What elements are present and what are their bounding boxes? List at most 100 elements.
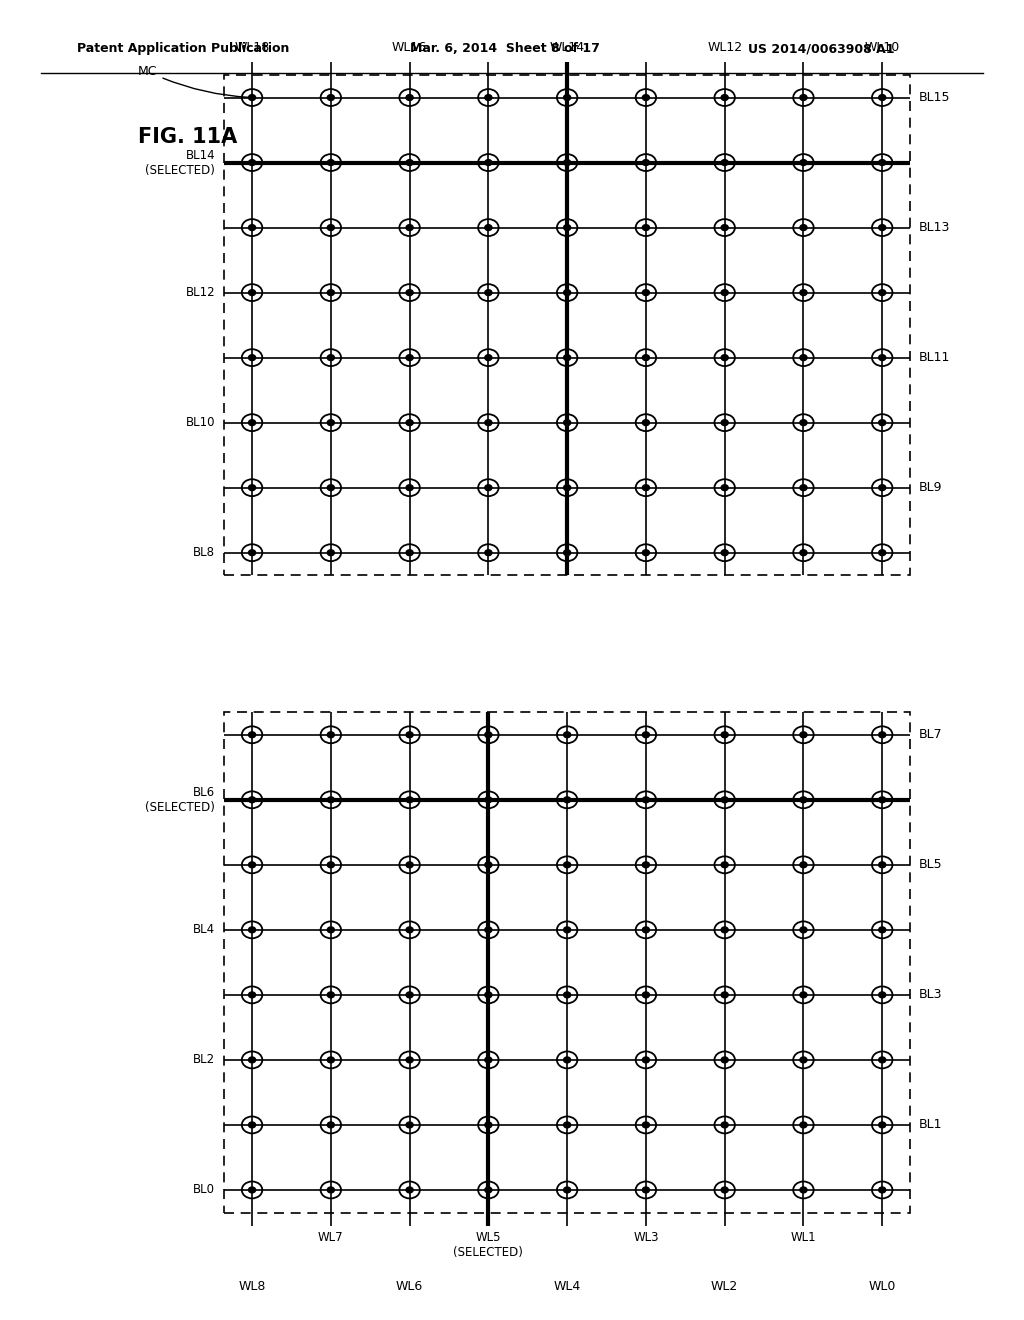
Circle shape [879,1187,886,1193]
Text: BL5: BL5 [920,858,943,871]
Circle shape [879,289,886,296]
Circle shape [563,731,570,738]
Circle shape [328,550,335,556]
Circle shape [800,797,807,803]
Text: WL1: WL1 [791,1232,816,1243]
Text: BL1: BL1 [920,1118,943,1131]
Circle shape [721,420,728,425]
Circle shape [407,289,413,296]
Circle shape [642,1122,649,1127]
Circle shape [879,160,886,165]
Circle shape [721,1187,728,1193]
Text: BL8: BL8 [194,546,215,560]
Circle shape [642,927,649,933]
Circle shape [249,927,256,933]
Circle shape [879,355,886,360]
Circle shape [800,289,807,296]
Circle shape [879,1122,886,1127]
Text: WL10: WL10 [864,41,900,54]
Circle shape [642,289,649,296]
Circle shape [484,224,492,231]
Circle shape [563,927,570,933]
Circle shape [407,160,413,165]
Text: BL3: BL3 [920,989,943,1002]
Circle shape [563,160,570,165]
Circle shape [484,550,492,556]
Circle shape [249,355,256,360]
Circle shape [328,224,335,231]
Circle shape [879,484,886,491]
Circle shape [407,550,413,556]
Circle shape [642,160,649,165]
Circle shape [484,1057,492,1063]
Circle shape [563,420,570,425]
Circle shape [484,991,492,998]
Circle shape [407,927,413,933]
Circle shape [721,550,728,556]
Circle shape [249,862,256,867]
Circle shape [328,420,335,425]
Text: BL2: BL2 [193,1053,215,1067]
Circle shape [642,991,649,998]
Circle shape [249,991,256,998]
Circle shape [328,289,335,296]
Circle shape [879,420,886,425]
Circle shape [328,1057,335,1063]
Circle shape [249,1122,256,1127]
Circle shape [484,420,492,425]
Circle shape [642,862,649,867]
Text: WL14: WL14 [550,41,585,54]
Circle shape [328,484,335,491]
Circle shape [563,550,570,556]
Circle shape [407,991,413,998]
Circle shape [563,95,570,100]
Circle shape [800,731,807,738]
Circle shape [328,1187,335,1193]
Circle shape [800,95,807,100]
Circle shape [642,224,649,231]
Circle shape [563,862,570,867]
Text: Patent Application Publication: Patent Application Publication [77,42,289,55]
Circle shape [484,1122,492,1127]
Circle shape [879,797,886,803]
Circle shape [879,862,886,867]
Text: WL2: WL2 [711,1279,738,1292]
Text: BL11: BL11 [920,351,950,364]
Circle shape [407,797,413,803]
Circle shape [800,1187,807,1193]
Text: WL7: WL7 [318,1232,344,1243]
Circle shape [879,95,886,100]
Text: US 2014/0063908 A1: US 2014/0063908 A1 [748,42,894,55]
Circle shape [484,1187,492,1193]
Circle shape [484,355,492,360]
Circle shape [249,550,256,556]
Circle shape [328,160,335,165]
Circle shape [484,95,492,100]
Circle shape [721,862,728,867]
Circle shape [642,355,649,360]
Circle shape [563,484,570,491]
Circle shape [800,355,807,360]
Circle shape [879,991,886,998]
Text: BL6
(SELECTED): BL6 (SELECTED) [145,785,215,814]
Circle shape [642,484,649,491]
Circle shape [563,1122,570,1127]
Text: BL7: BL7 [920,729,943,742]
Circle shape [249,224,256,231]
Text: WL12: WL12 [708,41,742,54]
Circle shape [563,1057,570,1063]
Circle shape [407,862,413,867]
Circle shape [407,731,413,738]
Circle shape [800,1057,807,1063]
Circle shape [563,1187,570,1193]
Circle shape [249,95,256,100]
Circle shape [328,355,335,360]
Circle shape [249,484,256,491]
Text: BL10: BL10 [185,416,215,429]
Bar [224,75,909,576]
Circle shape [721,355,728,360]
Circle shape [879,927,886,933]
Text: FIG. 11A: FIG. 11A [138,127,238,148]
Circle shape [721,95,728,100]
Text: WL4: WL4 [554,1279,581,1292]
